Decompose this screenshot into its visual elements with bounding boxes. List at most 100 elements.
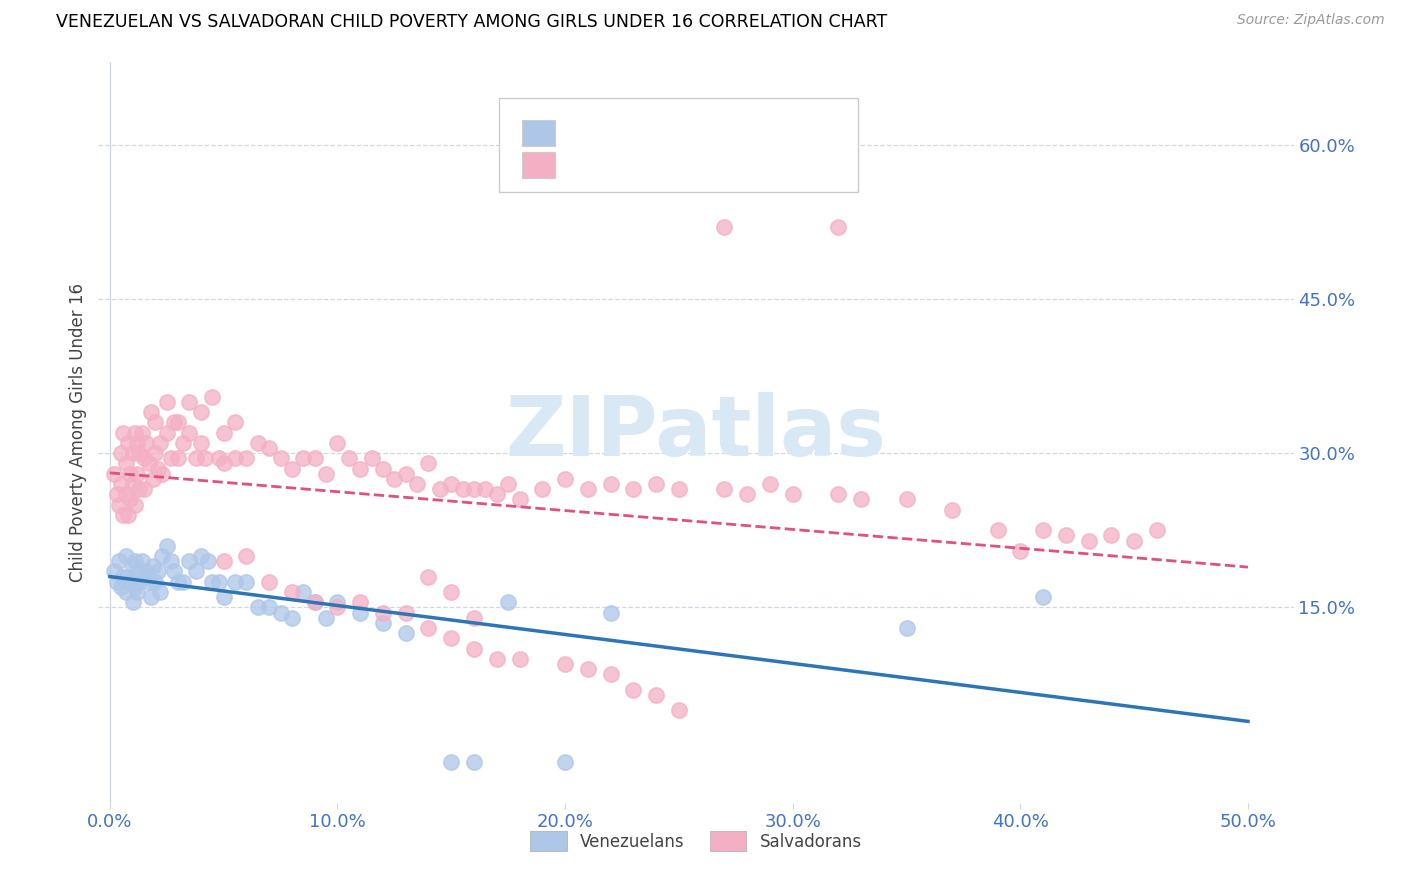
Point (418, 457, 440, 471)
Point (212, 425, 235, 440)
Point (554, 472, 576, 486)
Point (349, 461, 371, 475)
Point (208, 451, 231, 466)
Point (257, 441, 280, 455)
Point (1123, 533, 1146, 548)
Point (143, 574, 166, 589)
Point (1010, 544, 1032, 558)
Point (103, 467, 125, 481)
Point (235, 574, 257, 589)
Point (987, 524, 1010, 538)
Point (418, 569, 440, 583)
Point (371, 461, 394, 475)
Point (112, 425, 135, 440)
Point (124, 425, 146, 440)
Point (599, 477, 621, 491)
Point (496, 595, 519, 609)
Point (132, 482, 155, 496)
Point (172, 436, 194, 450)
Point (645, 477, 668, 491)
Point (246, 436, 269, 450)
Text: N =: N = (675, 113, 727, 131)
Point (235, 549, 257, 563)
Point (827, 487, 849, 501)
Point (127, 436, 149, 450)
Point (127, 467, 149, 481)
Point (201, 574, 224, 589)
Point (668, 482, 690, 496)
Point (281, 611, 304, 625)
Text: 125: 125 (723, 145, 761, 163)
Point (246, 600, 269, 615)
Point (395, 626, 418, 640)
Point (463, 641, 485, 656)
Text: VENEZUELAN VS SALVADORAN CHILD POVERTY AMONG GIRLS UNDER 16 CORRELATION CHART: VENEZUELAN VS SALVADORAN CHILD POVERTY A… (56, 13, 887, 31)
Point (121, 477, 143, 491)
Point (117, 508, 139, 522)
Text: ZIPatlas: ZIPatlas (506, 392, 886, 473)
Point (1054, 528, 1077, 542)
Point (896, 621, 918, 635)
Point (114, 487, 136, 501)
Point (326, 436, 349, 450)
Point (121, 559, 143, 574)
Point (554, 657, 576, 671)
Point (326, 595, 349, 609)
Point (128, 574, 150, 589)
Point (212, 457, 235, 471)
Point (167, 574, 190, 589)
Point (315, 611, 337, 625)
Point (451, 482, 474, 496)
Point (235, 451, 257, 466)
Point (599, 667, 621, 681)
Point (395, 467, 418, 481)
Point (149, 436, 172, 450)
Point (117, 569, 139, 583)
Point (162, 565, 184, 579)
Legend: Venezuelans, Salvadorans: Venezuelans, Salvadorans (523, 825, 869, 857)
Point (224, 574, 246, 589)
Point (108, 554, 131, 568)
Point (120, 467, 142, 481)
Point (292, 451, 315, 466)
Point (349, 595, 371, 609)
Point (114, 585, 136, 599)
Point (142, 472, 165, 486)
Point (360, 451, 382, 466)
Point (1146, 524, 1168, 538)
Point (156, 539, 179, 553)
Point (121, 446, 143, 460)
Point (440, 477, 463, 491)
Point (485, 487, 508, 501)
Point (599, 606, 621, 620)
Point (406, 477, 429, 491)
Point (135, 436, 157, 450)
Point (143, 446, 166, 460)
Text: N =: N = (675, 145, 727, 163)
Point (186, 565, 208, 579)
Point (440, 632, 463, 646)
Point (382, 472, 405, 486)
Point (110, 580, 132, 594)
Point (531, 482, 554, 496)
Point (179, 425, 201, 440)
Point (281, 585, 304, 599)
Point (105, 574, 128, 589)
Point (132, 451, 155, 466)
Point (270, 451, 292, 466)
Point (645, 688, 668, 702)
Point (112, 569, 135, 583)
Point (103, 565, 125, 579)
Point (463, 755, 485, 769)
Point (1077, 533, 1099, 548)
Point (371, 615, 394, 630)
Point (440, 755, 463, 769)
Point (156, 394, 179, 409)
Point (337, 451, 360, 466)
Point (110, 446, 132, 460)
Point (496, 477, 519, 491)
Point (418, 621, 440, 635)
Point (395, 606, 418, 620)
Point (509, 652, 531, 666)
Text: R =: R = (565, 145, 605, 163)
